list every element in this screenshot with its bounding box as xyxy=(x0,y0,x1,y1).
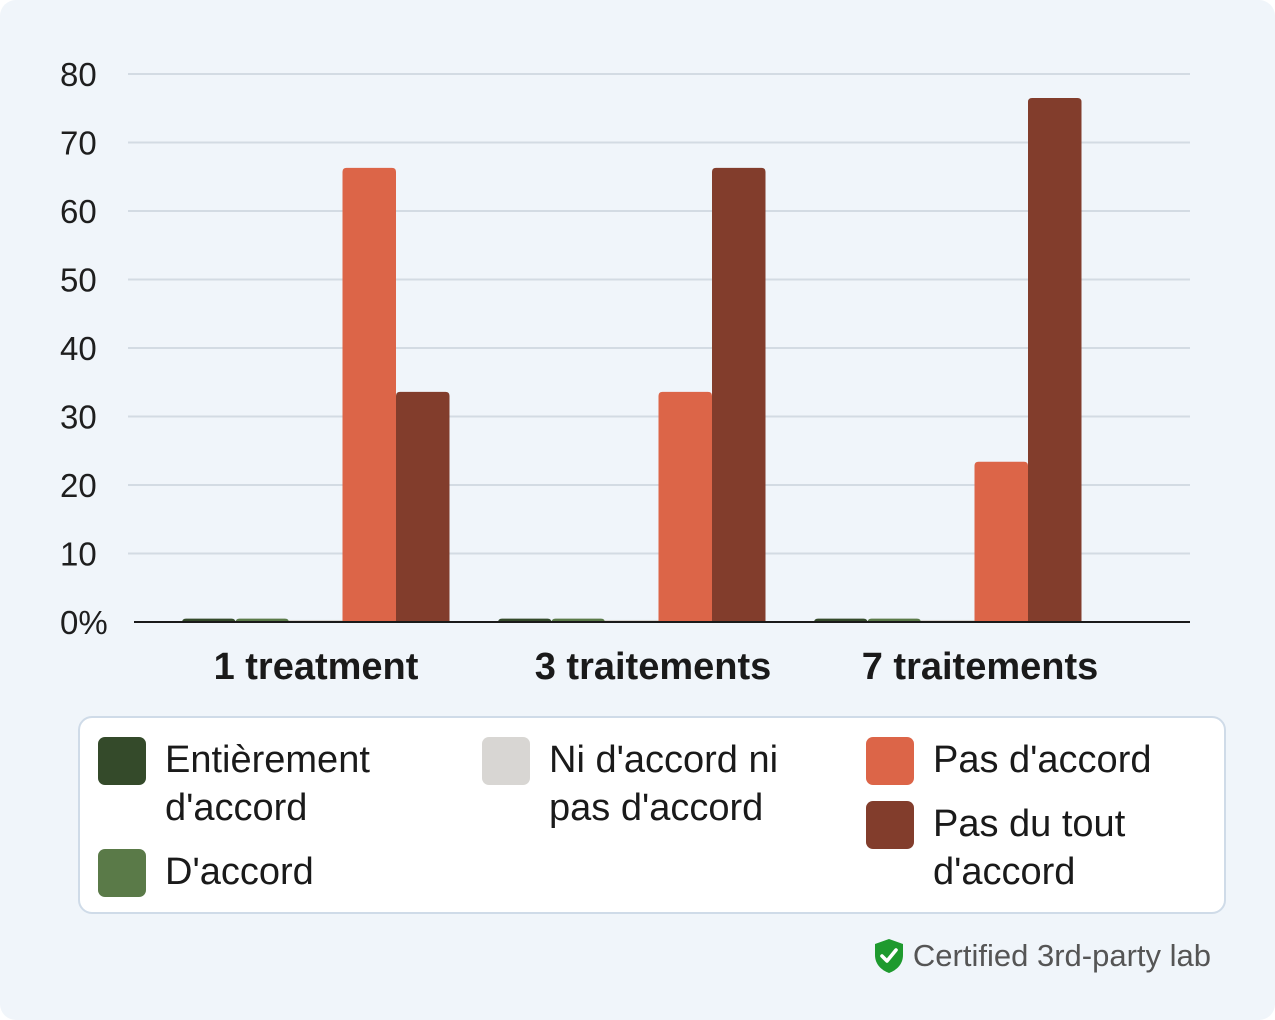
y-tick-label: 30 xyxy=(60,399,97,436)
y-tick-label: 0% xyxy=(60,604,108,641)
bar xyxy=(342,167,396,622)
legend-swatch xyxy=(482,737,530,785)
bar-chart: 0% 10 20 30 40 50 60 70 80 1 treatment 3 traiteme… xyxy=(60,56,1190,688)
legend-label: Entièrement d'accord xyxy=(165,739,370,829)
legend-item-daccord[interactable]: D'accord xyxy=(98,848,314,897)
y-axis: 0% 10 20 30 40 50 60 70 80 xyxy=(60,56,108,641)
legend-label: Pas du tout d'accord xyxy=(933,803,1126,893)
y-tick-label: 80 xyxy=(60,56,97,93)
x-category-label: 3 traitements xyxy=(535,646,772,688)
legend: Entièrement d'accord D'accord Ni d'accor… xyxy=(78,716,1226,914)
x-category-label: 1 treatment xyxy=(214,646,419,688)
legend-item-pas-du-tout-daccord[interactable]: Pas du tout d'accord xyxy=(866,800,1125,896)
legend-swatch xyxy=(866,737,914,785)
y-tick-label: 10 xyxy=(60,536,97,573)
bar xyxy=(1028,97,1082,623)
bar xyxy=(712,167,766,622)
y-tick-label: 60 xyxy=(60,193,97,230)
legend-swatch xyxy=(98,849,146,897)
legend-item-pas-daccord[interactable]: Pas d'accord xyxy=(866,736,1151,785)
bar xyxy=(658,391,712,622)
legend-swatch xyxy=(866,801,914,849)
legend-item-ni-daccord[interactable]: Ni d'accord ni pas d'accord xyxy=(482,736,778,832)
legend-label: Pas d'accord xyxy=(933,739,1152,781)
legend-swatch xyxy=(98,737,146,785)
bar xyxy=(974,461,1028,622)
bars xyxy=(182,97,1082,623)
legend-item-entierement-daccord[interactable]: Entièrement d'accord xyxy=(98,736,370,832)
legend-label: D'accord xyxy=(165,851,314,893)
bar xyxy=(396,391,450,622)
y-tick-label: 70 xyxy=(60,125,97,162)
y-tick-label: 40 xyxy=(60,330,97,367)
x-category-label: 7 traitements xyxy=(862,646,1099,688)
y-tick-label: 50 xyxy=(60,262,97,299)
bar xyxy=(605,619,659,622)
y-tick-label: 20 xyxy=(60,467,97,504)
x-axis: 1 treatment 3 traitements 7 traitements xyxy=(214,646,1099,688)
badge-text: Certified 3rd-party lab xyxy=(912,938,1211,973)
legend-label: Ni d'accord ni pas d'accord xyxy=(549,739,779,829)
bar xyxy=(921,619,975,622)
certified-badge: Certified 3rd-party lab xyxy=(873,938,1211,974)
bar xyxy=(289,619,343,622)
shield-check-icon xyxy=(874,939,903,973)
